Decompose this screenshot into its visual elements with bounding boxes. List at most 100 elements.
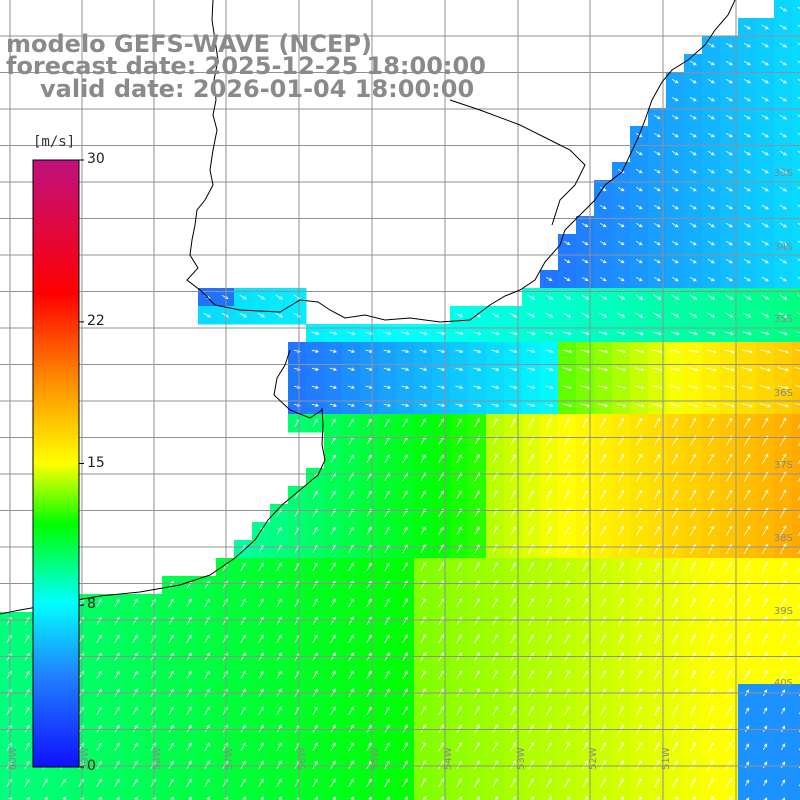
- wind-arrow: [456, 616, 462, 626]
- wind-arrow: [546, 417, 553, 428]
- wind-arrow: [509, 367, 518, 372]
- wind-arrow: [797, 24, 800, 27]
- wind-arrow: [651, 403, 663, 408]
- wind-arrow: [600, 417, 607, 428]
- wind-arrow: [24, 634, 30, 643]
- wind-arrow: [743, 258, 751, 264]
- latitude-label: 36S: [774, 388, 793, 399]
- wind-arrow: [278, 796, 282, 800]
- wind-arrow: [186, 742, 192, 752]
- wind-arrow: [744, 743, 750, 751]
- wind-arrow: [689, 222, 697, 228]
- wind-arrow: [348, 490, 354, 500]
- wind-arrow: [616, 349, 627, 354]
- wind-arrow: [690, 579, 697, 590]
- longitude-label: 53W: [516, 747, 527, 770]
- wind-arrow: [689, 60, 697, 66]
- wind-arrow: [725, 543, 733, 554]
- wind-arrow: [797, 495, 800, 501]
- wind-arrow: [636, 633, 642, 644]
- wind-arrow: [276, 616, 282, 626]
- wind-arrow: [707, 417, 715, 428]
- wind-arrow: [598, 349, 609, 354]
- wind-arrow: [240, 778, 246, 788]
- wind-arrow: [311, 385, 320, 389]
- wind-arrow: [761, 78, 769, 84]
- wind-arrow: [512, 795, 516, 800]
- wind-arrow: [366, 670, 372, 680]
- wind-arrow: [564, 579, 570, 590]
- wind-arrow: [653, 132, 661, 138]
- wind-arrow: [725, 489, 733, 500]
- wind-arrow: [636, 453, 642, 464]
- wind-arrow: [564, 525, 571, 536]
- wind-arrow: [584, 795, 588, 800]
- wind-arrow: [455, 367, 464, 371]
- longitude-label: 59W: [80, 747, 91, 770]
- wind-arrow: [509, 403, 518, 408]
- wind-arrow: [420, 526, 426, 536]
- wind-arrow: [726, 669, 733, 680]
- latitude-label: 35S: [774, 314, 793, 325]
- wind-arrow: [329, 349, 338, 353]
- wind-arrow: [528, 453, 534, 464]
- wind-arrow: [473, 367, 482, 372]
- wind-arrow: [797, 441, 800, 447]
- wind-arrow: [762, 615, 769, 626]
- wind-arrow: [797, 186, 800, 189]
- wind-arrow: [132, 706, 138, 716]
- wind-arrow: [366, 760, 372, 770]
- wind-arrow: [276, 562, 282, 572]
- wind-arrow: [494, 795, 498, 800]
- wind-arrow: [330, 490, 336, 500]
- wind-arrow: [671, 204, 679, 210]
- wind-arrow: [474, 418, 480, 428]
- wind-arrow: [347, 403, 355, 407]
- wind-arrow: [384, 760, 390, 770]
- wind-arrow: [744, 669, 751, 680]
- wind-arrow: [330, 760, 336, 770]
- wind-arrow: [383, 331, 392, 336]
- wind-arrow: [545, 367, 554, 372]
- wind-arrow: [420, 490, 426, 500]
- wind-arrow: [204, 706, 210, 716]
- wind-arrow: [366, 778, 372, 788]
- wind-arrow: [690, 597, 697, 608]
- wind-arrow: [528, 417, 534, 428]
- wind-arrow: [528, 741, 534, 752]
- wind-arrow: [312, 742, 318, 752]
- speed-cell: [738, 792, 757, 800]
- speed-cell: [558, 792, 577, 800]
- wind-arrow: [168, 598, 174, 608]
- wind-arrow: [779, 6, 787, 12]
- wind-arrow: [26, 796, 30, 800]
- wind-arrow: [545, 312, 554, 318]
- wind-arrow: [690, 633, 697, 644]
- wind-arrow: [528, 489, 534, 500]
- wind-arrow: [759, 367, 772, 372]
- wind-arrow: [492, 633, 498, 644]
- wind-arrow: [726, 777, 733, 788]
- wind-arrow: [546, 777, 552, 788]
- wind-arrow: [383, 403, 392, 407]
- wind-arrow: [654, 705, 660, 716]
- speed-cell: [90, 792, 109, 800]
- speed-cell: [306, 792, 325, 800]
- wind-arrow: [672, 579, 678, 590]
- wind-arrow: [797, 531, 800, 537]
- wind-arrow: [616, 403, 627, 408]
- wind-arrow: [760, 331, 770, 336]
- wind-arrow: [798, 675, 800, 680]
- wind-arrow: [779, 168, 787, 174]
- wind-arrow: [204, 742, 210, 752]
- wind-arrow: [669, 385, 681, 390]
- wind-arrow: [492, 453, 498, 464]
- wind-arrow: [656, 795, 660, 800]
- wind-arrow: [797, 114, 800, 117]
- wind-arrow: [438, 778, 444, 788]
- wind-arrow: [653, 294, 662, 300]
- wind-arrow: [44, 796, 48, 800]
- speed-cell: [792, 468, 800, 487]
- wind-arrow: [618, 597, 624, 608]
- wind-arrow: [779, 150, 787, 156]
